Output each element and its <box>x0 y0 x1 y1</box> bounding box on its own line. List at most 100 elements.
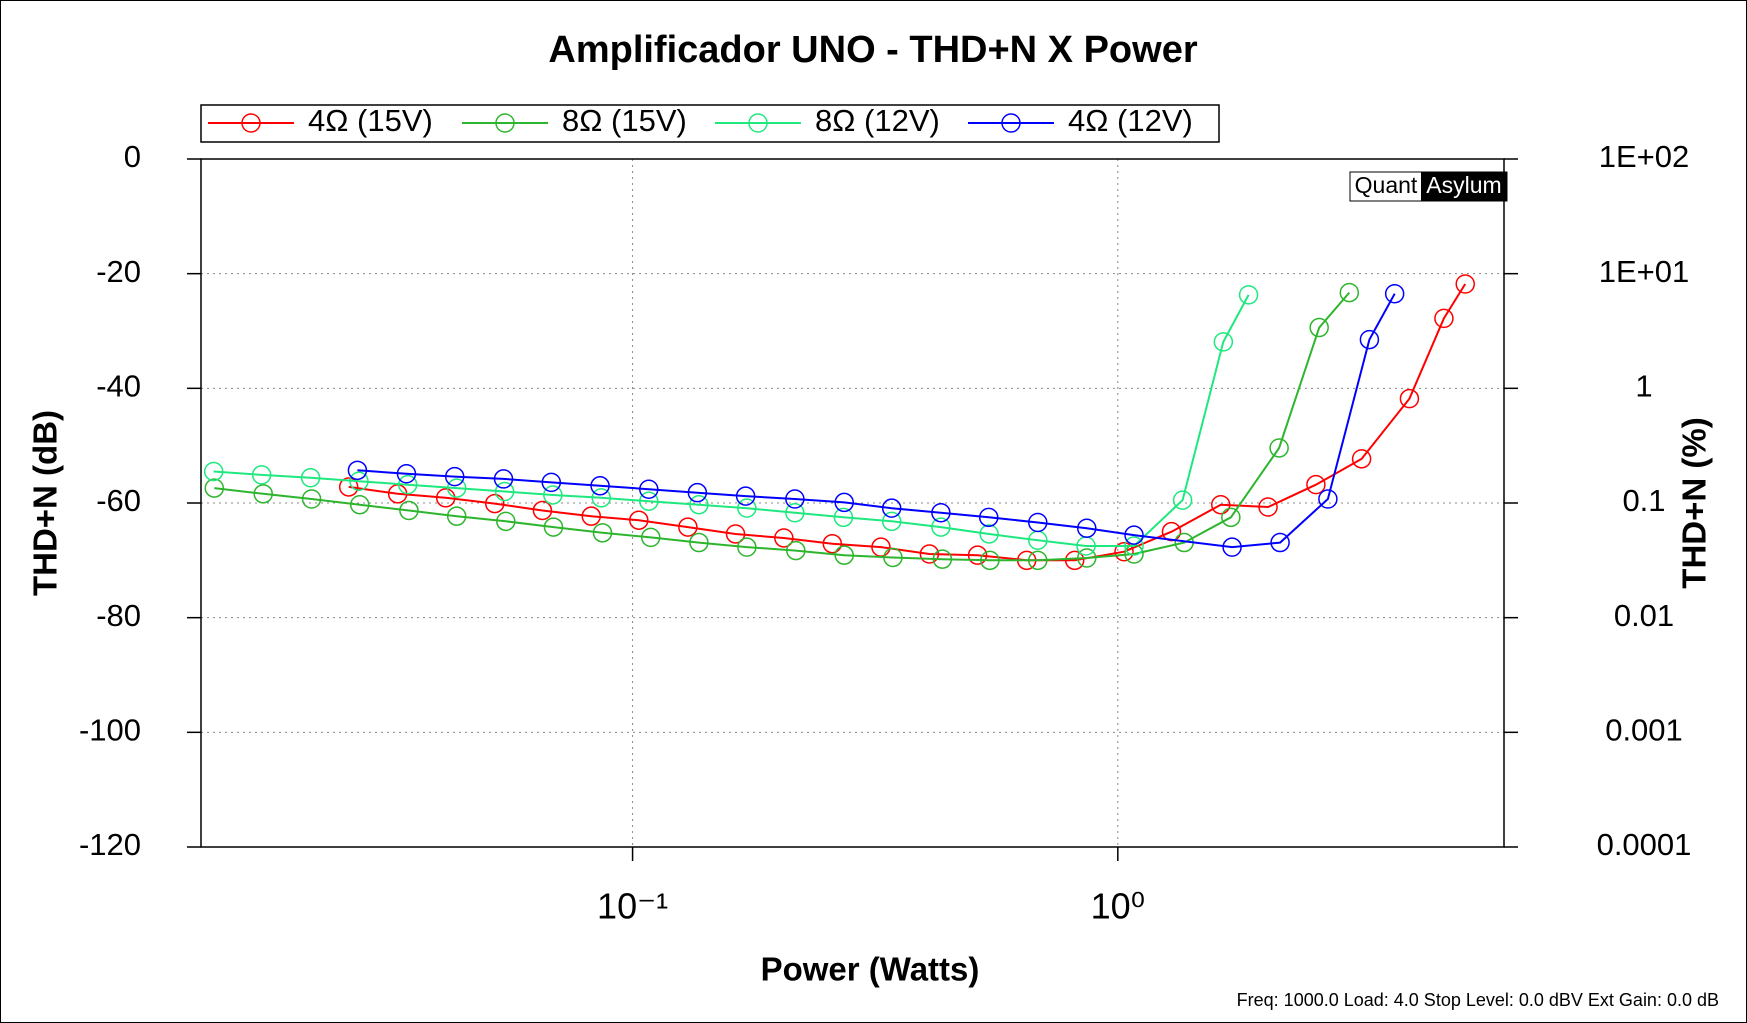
marker <box>639 479 659 499</box>
x-tick-label: 10⁻¹ <box>597 886 668 927</box>
y2-tick-label: 1E+02 <box>1599 139 1690 174</box>
y-tick-label: -120 <box>79 827 141 862</box>
y-axis-label: THD+N (dB) <box>27 410 64 596</box>
marker <box>1359 329 1380 350</box>
marker <box>1077 548 1097 568</box>
marker <box>639 491 659 512</box>
marker <box>687 482 708 503</box>
marker <box>446 506 467 526</box>
marker <box>629 510 649 530</box>
marker <box>979 524 999 544</box>
watermark-left: Quant <box>1355 172 1418 198</box>
marker <box>881 498 902 518</box>
marker <box>1238 285 1259 305</box>
marker <box>785 489 805 509</box>
marker <box>251 465 272 485</box>
marker <box>931 502 951 523</box>
marker <box>1434 308 1454 329</box>
series-line <box>348 283 1467 562</box>
marker <box>399 500 419 521</box>
marker <box>678 517 698 537</box>
y-tick-label: -20 <box>96 254 141 289</box>
marker <box>834 492 854 513</box>
marker <box>397 474 418 495</box>
marker <box>786 540 806 561</box>
marker <box>1351 449 1372 469</box>
marker <box>1114 541 1134 562</box>
watermark-fill <box>1421 172 1507 201</box>
marker <box>725 524 746 544</box>
marker <box>774 528 794 548</box>
marker <box>1124 536 1144 556</box>
marker <box>1309 317 1329 338</box>
legend-label: 4Ω (15V) <box>308 103 433 138</box>
y2-tick-label: 1E+01 <box>1599 254 1690 289</box>
marker <box>881 511 902 532</box>
marker <box>737 498 757 518</box>
marker <box>640 527 661 548</box>
marker <box>493 469 514 489</box>
marker <box>591 488 612 508</box>
marker <box>737 537 757 557</box>
marker <box>541 472 562 493</box>
legend-marker <box>241 113 261 133</box>
marker <box>1211 494 1231 515</box>
legend-marker <box>748 113 768 133</box>
legend-label: 4Ω (12V) <box>1068 103 1193 138</box>
x-axis-label: Power (Watts) <box>761 951 980 988</box>
marker <box>301 489 322 509</box>
marker <box>592 523 613 543</box>
y2-tick-label: 0.001 <box>1605 713 1683 748</box>
marker <box>1077 518 1097 538</box>
marker <box>833 507 854 528</box>
marker <box>543 517 564 537</box>
y-tick-label: -40 <box>96 369 141 404</box>
marker <box>1028 550 1048 571</box>
marker <box>1172 490 1193 510</box>
marker <box>689 494 709 515</box>
marker <box>1213 332 1234 352</box>
y2-tick-label: 0.0001 <box>1597 827 1692 862</box>
marker <box>1270 532 1290 553</box>
marker <box>689 532 709 553</box>
marker <box>338 477 359 497</box>
marker <box>444 466 465 487</box>
marker <box>785 502 805 523</box>
marker <box>967 545 988 565</box>
marker <box>1222 537 1242 557</box>
marker <box>883 547 903 568</box>
marker <box>834 545 854 565</box>
marker <box>1455 274 1475 294</box>
marker <box>1269 438 1289 458</box>
marker <box>253 484 273 504</box>
legend-label: 8Ω (15V) <box>562 103 687 138</box>
marker <box>735 486 756 506</box>
marker <box>1399 388 1420 409</box>
y-tick-label: 0 <box>124 139 141 174</box>
marker <box>532 500 553 521</box>
y2-tick-label: 1 <box>1635 369 1652 404</box>
marker <box>396 464 417 484</box>
marker <box>1258 497 1278 517</box>
y2-axis-label: THD+N (%) <box>1676 417 1713 588</box>
marker <box>1064 550 1085 571</box>
marker <box>347 460 368 481</box>
watermark-right: Asylum <box>1426 172 1501 198</box>
marker <box>435 488 456 508</box>
marker <box>203 461 224 482</box>
marker <box>932 549 953 569</box>
marker <box>1339 282 1360 303</box>
y2-tick-label: 0.1 <box>1622 483 1665 518</box>
marker <box>446 478 467 498</box>
marker <box>349 471 369 491</box>
chart-title: Amplificador UNO - THD+N X Power <box>548 29 1197 71</box>
marker <box>581 506 602 526</box>
marker <box>980 550 1000 571</box>
marker <box>1384 283 1405 304</box>
marker <box>1221 507 1241 528</box>
legend-marker <box>495 113 515 133</box>
marker <box>543 485 563 505</box>
series-line <box>357 293 1396 549</box>
